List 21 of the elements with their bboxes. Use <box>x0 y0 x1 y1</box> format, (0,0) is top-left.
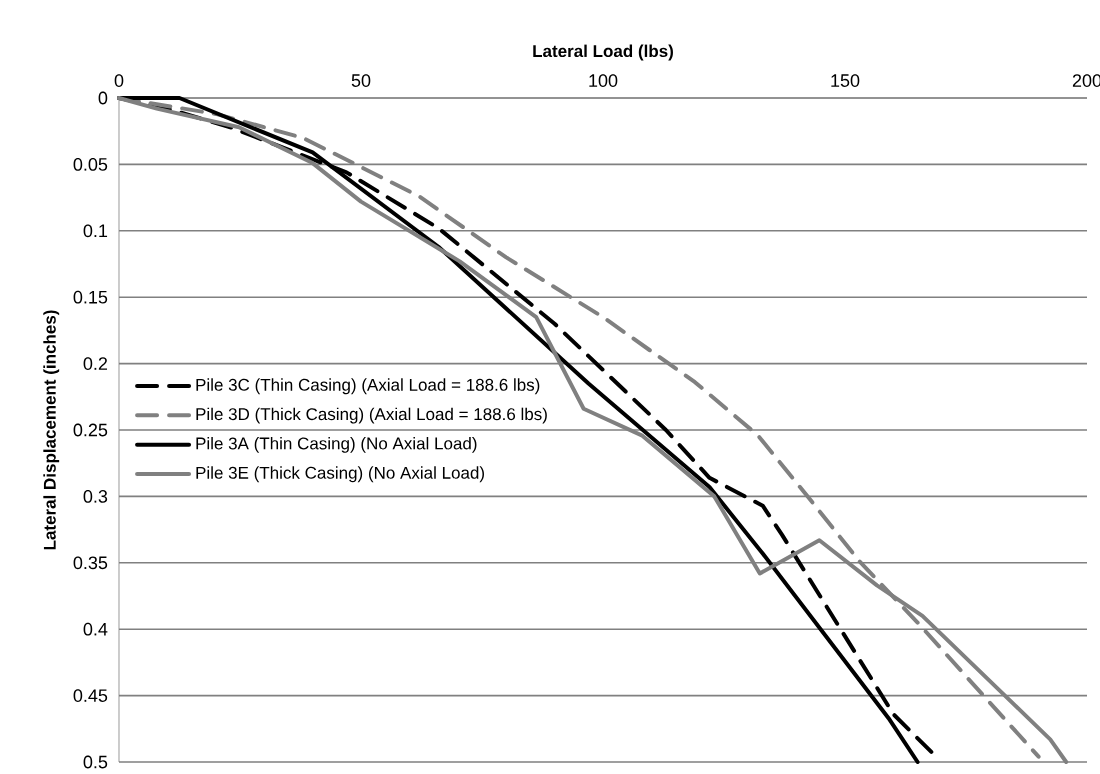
legend-label: Pile 3E (Thick Casing) (No Axial Load) <box>196 466 485 483</box>
y-tick-label: 0.15 <box>73 290 108 304</box>
y-tick-label: 0 <box>98 91 108 105</box>
x-axis-title: Lateral Load (lbs) <box>533 44 673 61</box>
x-tick-label: 150 <box>831 74 860 87</box>
y-tick-label: 0.35 <box>73 556 108 570</box>
y-tick-label: 0.1 <box>83 224 108 238</box>
y-tick-label: 0.2 <box>83 357 108 370</box>
x-tick-label: 0 <box>114 74 124 87</box>
y-tick-label: 0.5 <box>83 755 108 769</box>
y-tick-label: 0.3 <box>83 490 108 503</box>
y-axis-title: Lateral Displacement (inches) <box>43 310 60 550</box>
x-tick-label: 50 <box>351 74 371 87</box>
y-tick-label: 0.4 <box>83 622 108 636</box>
y-tick-label: 0.05 <box>73 158 108 171</box>
y-tick-label: 0.25 <box>73 423 108 437</box>
legend-label: Pile 3C (Thin Casing) (Axial Load = 188.6 lbs) <box>196 378 540 395</box>
y-tick-label: 0.45 <box>73 689 108 702</box>
x-tick-label: 100 <box>589 74 618 87</box>
legend-label: Pile 3D (Thick Casing) (Axial Load = 188.6 lbs) <box>196 407 547 424</box>
legend-label: Pile 3A (Thin Casing) (No Axial Load) <box>196 436 477 453</box>
